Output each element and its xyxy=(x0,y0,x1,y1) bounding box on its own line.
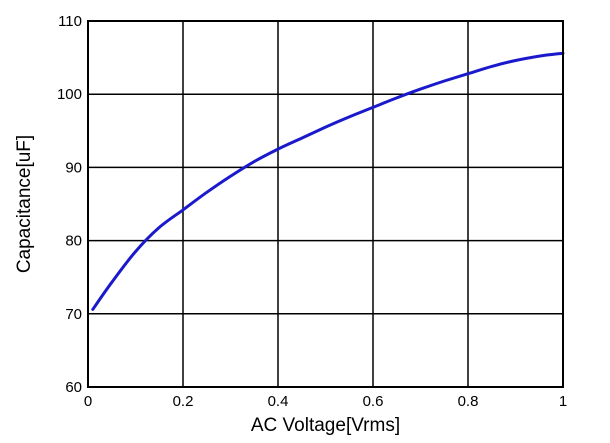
y-tick-label: 100 xyxy=(57,86,82,103)
grid xyxy=(88,21,563,387)
x-tick-label: 0.2 xyxy=(173,393,194,410)
y-tick-label: 110 xyxy=(58,13,82,30)
x-tick-label: 0.4 xyxy=(268,393,289,410)
x-tick-labels: 0 0.2 0.4 0.6 0.8 1 xyxy=(84,393,567,410)
x-tick-label: 0.6 xyxy=(363,393,384,410)
x-tick-label: 1 xyxy=(559,393,567,410)
y-tick-label: 60 xyxy=(65,379,82,396)
y-axis-label: Capacitance[uF] xyxy=(14,135,35,273)
x-axis-label: AC Voltage[Vrms] xyxy=(251,415,400,436)
plot-frame xyxy=(87,20,564,388)
capacitance-series-line xyxy=(91,51,565,311)
series-line-group xyxy=(91,51,565,311)
y-tick-label: 80 xyxy=(65,233,82,250)
x-tick-label: 0 xyxy=(84,393,92,410)
x-tick-label: 0.8 xyxy=(458,393,479,410)
y-tick-label: 70 xyxy=(65,306,82,323)
y-tick-labels: 60 70 80 90 100 110 xyxy=(57,13,82,396)
y-tick-label: 90 xyxy=(65,159,82,176)
